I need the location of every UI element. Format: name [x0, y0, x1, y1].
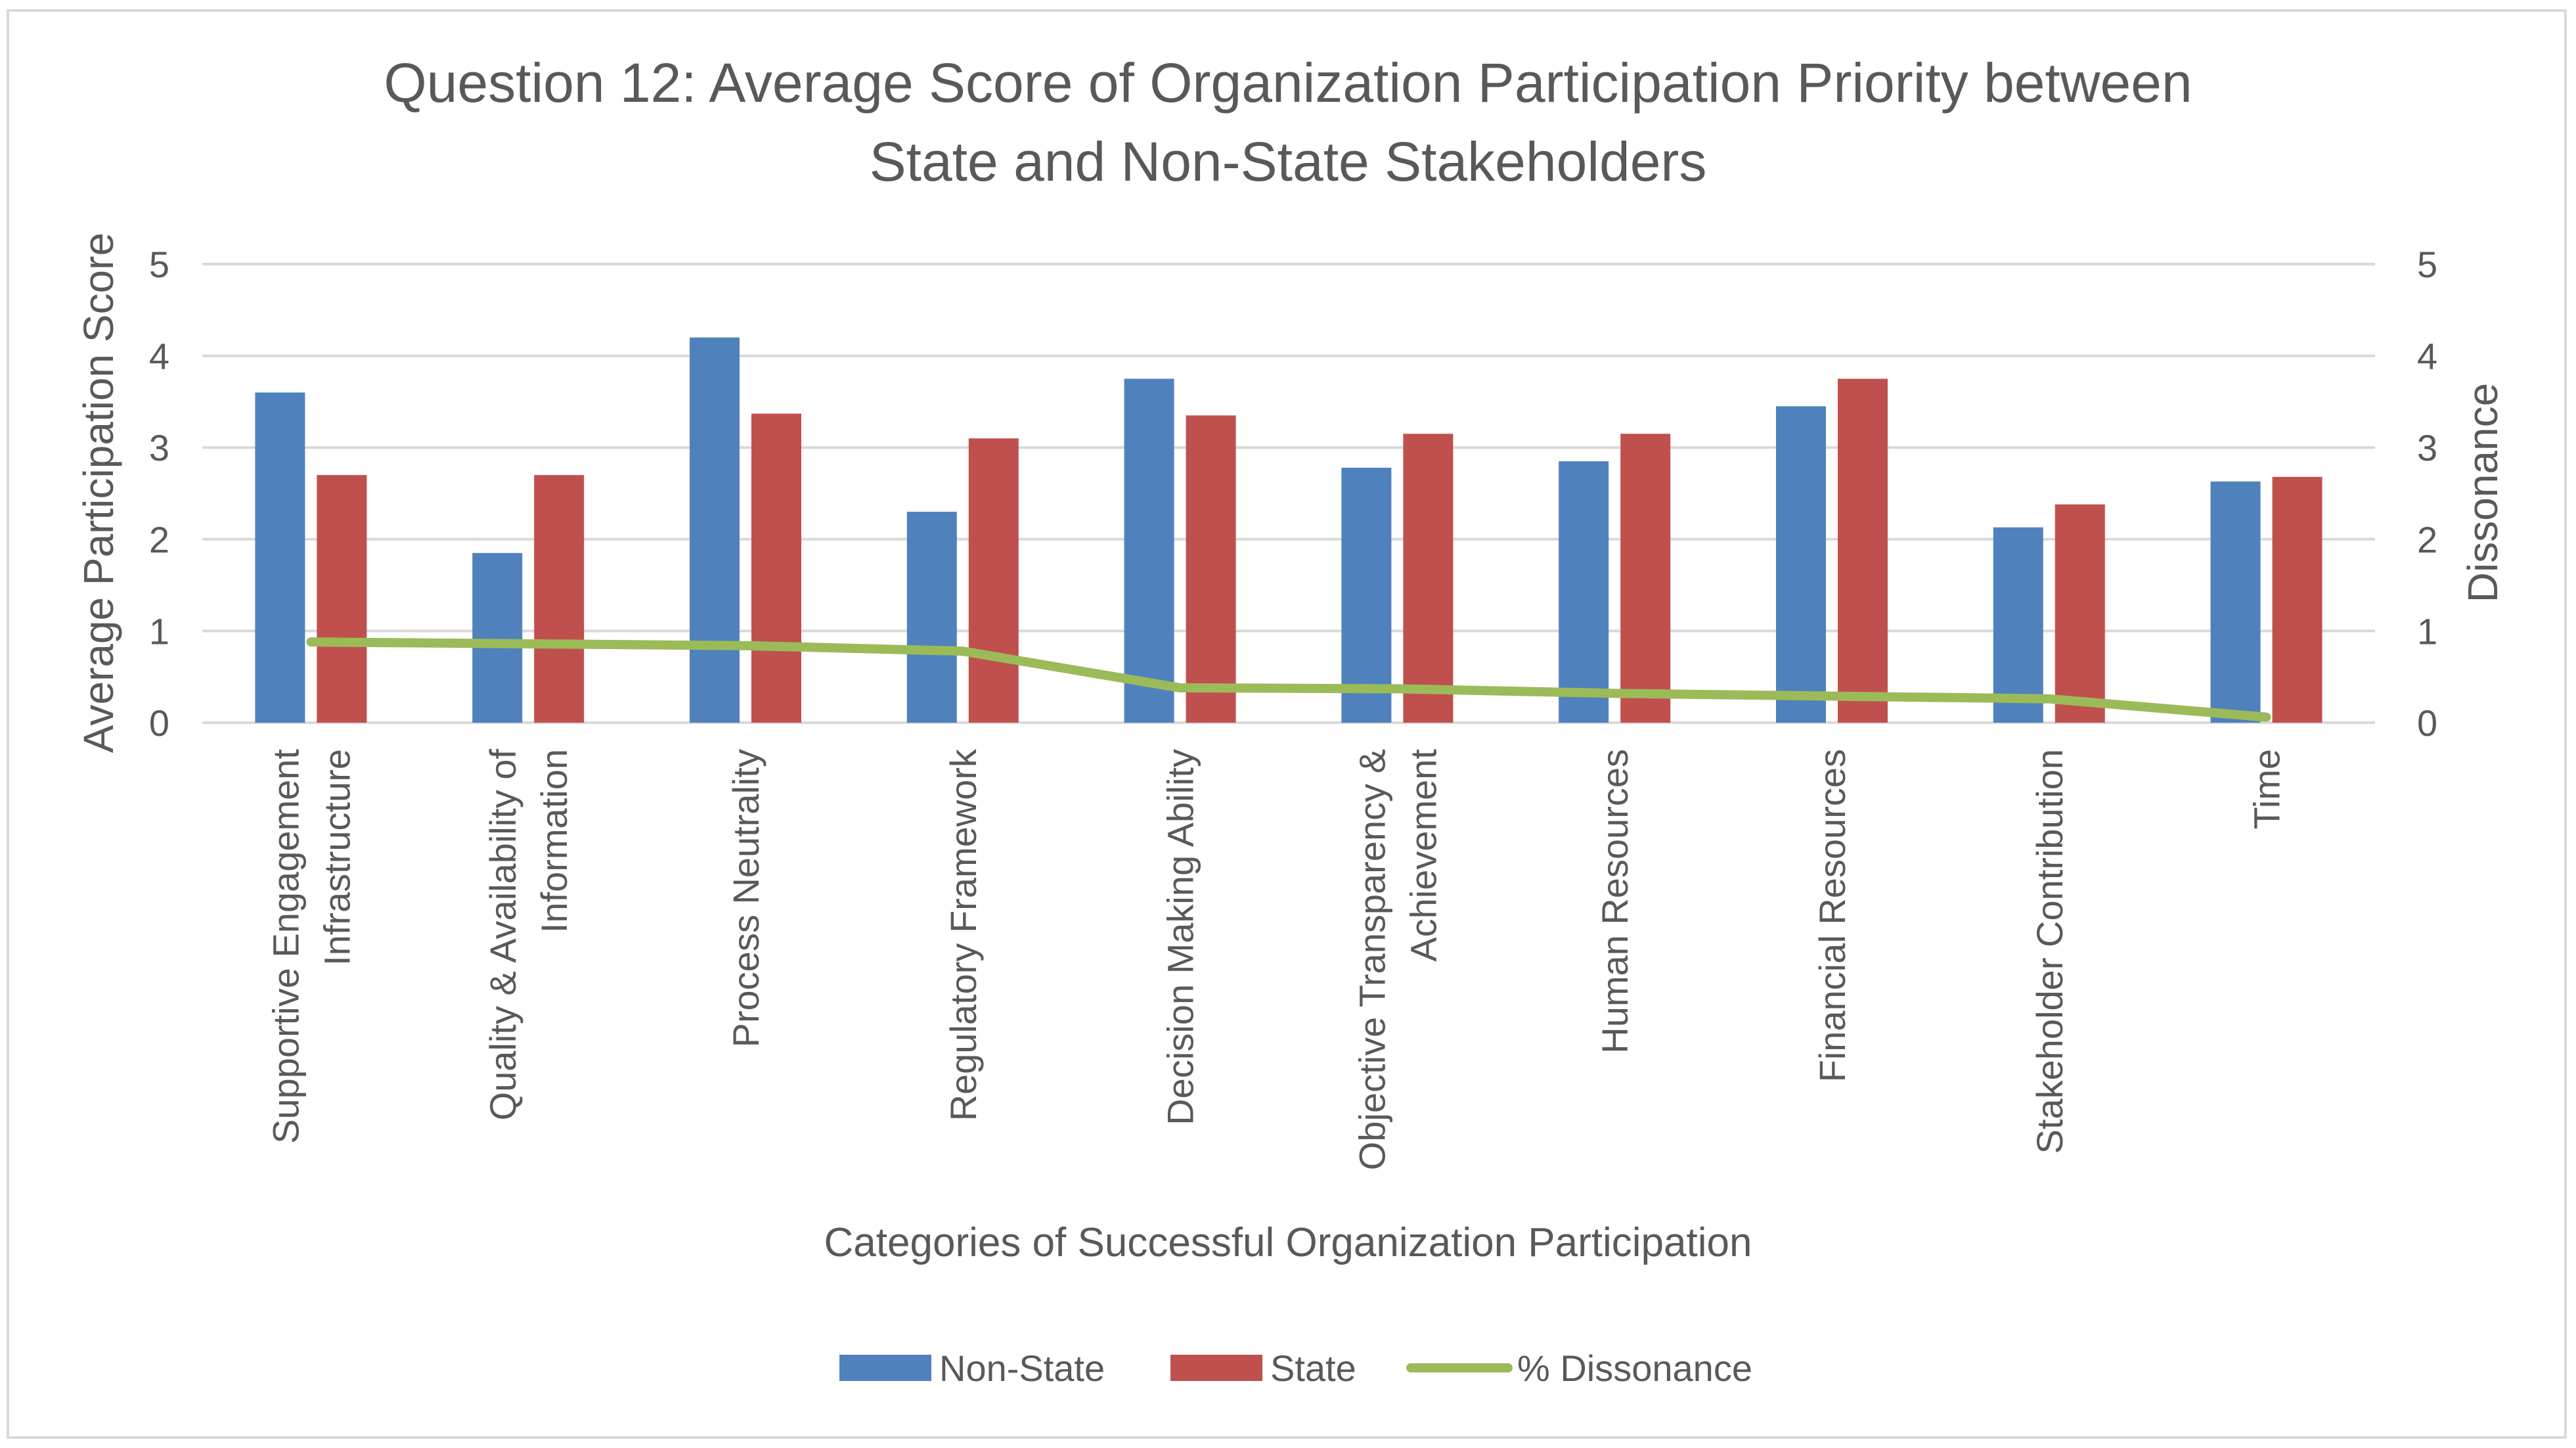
bar-non-state-2	[690, 337, 740, 723]
bar-non-state-9	[2210, 481, 2261, 723]
x-tick-label-line: Infrastructure	[316, 749, 357, 966]
bars	[255, 337, 2322, 723]
dissonance-line-path	[306, 637, 2271, 722]
chart-title: Question 12: Average Score of Organizati…	[384, 52, 2192, 192]
legend-item-non-state: Non-State	[839, 1347, 1105, 1389]
legend-label: % Dissonance	[1517, 1347, 1752, 1389]
bar-state-3	[968, 438, 1019, 723]
y2-tick-label: 1	[2417, 610, 2437, 652]
x-tick-label-5: Objective Transparency & Achievement	[1351, 749, 1444, 1171]
y-tick-label: 4	[149, 336, 169, 377]
dissonance-point-1	[527, 643, 529, 645]
bar-state-2	[751, 413, 801, 723]
bar-non-state-3	[906, 511, 957, 723]
x-tick-label-1: Quality & Availability of Information	[482, 749, 575, 1121]
bar-non-state-5	[1341, 467, 1392, 723]
x-tick-label-7: Financial Resources	[1811, 749, 1853, 1082]
bar-state-0	[317, 475, 367, 723]
bar-non-state-8	[1993, 527, 2043, 723]
x-axis-ticks: Supportive Engagement Infrastructure Quali…	[265, 748, 2287, 1170]
bar-non-state-6	[1559, 461, 1609, 723]
x-tick-label-line: Supportive Engagement	[265, 749, 306, 1144]
legend-item-dissonance: % Dissonance	[1406, 1347, 1752, 1389]
x-tick-label-line: Regulatory Framework	[943, 748, 984, 1121]
bar-non-state-1	[472, 553, 523, 723]
y-axis-ticks: 0 1 2 3 4 5	[149, 244, 169, 744]
dissonance-line	[306, 637, 2271, 722]
y-tick-label: 5	[149, 244, 169, 285]
y2-tick-label: 0	[2417, 702, 2437, 744]
bar-non-state-0	[255, 392, 305, 723]
bar-state-1	[534, 475, 585, 723]
legend-swatch	[839, 1355, 931, 1381]
x-tick-label-line: Achievement	[1402, 749, 1444, 962]
x-tick-label-8: Stakeholder Contribution	[2029, 749, 2070, 1154]
bar-state-9	[2272, 476, 2322, 723]
x-axis-label: Categories of Successful Organization Pa…	[824, 1220, 1752, 1265]
gridlines	[202, 263, 2375, 724]
bar-state-7	[1838, 378, 1888, 723]
x-tick-label-line: Decision Making Ability	[1160, 749, 1201, 1125]
y2-tick-label: 3	[2417, 427, 2437, 468]
bar-state-8	[2054, 504, 2105, 723]
x-tick-label-line: Time	[2246, 749, 2288, 829]
bar-state-4	[1186, 415, 1236, 723]
y-tick-label: 3	[149, 427, 169, 468]
legend-label: State	[1270, 1347, 1356, 1389]
x-tick-label-line: Financial Resources	[1811, 749, 1853, 1082]
x-tick-label-line: Process Neutrality	[725, 749, 766, 1047]
dissonance-point-2	[745, 645, 746, 646]
y2-axis-ticks: 0 1 2 3 4 5	[2417, 244, 2437, 744]
y2-tick-label: 5	[2417, 244, 2437, 285]
x-tick-label-3: Regulatory Framework	[943, 748, 984, 1121]
x-tick-label-line: Stakeholder Contribution	[2029, 749, 2070, 1154]
bar-non-state-4	[1124, 378, 1174, 723]
legend: Non-State State % Dissonance	[839, 1347, 1752, 1389]
legend-swatch	[1170, 1355, 1262, 1381]
chart-title-line-1: Question 12: Average Score of Organizati…	[384, 52, 2192, 114]
x-tick-label-line: Human Resources	[1594, 749, 1635, 1054]
y-tick-label: 1	[149, 610, 169, 652]
bar-state-5	[1403, 434, 1454, 723]
y-tick-label: 0	[149, 702, 169, 744]
x-tick-label-line: Information	[533, 749, 575, 933]
y-tick-label: 2	[149, 519, 169, 560]
dissonance-point-3	[962, 650, 964, 652]
bar-non-state-7	[1776, 406, 1826, 723]
x-tick-label-9: Time	[2246, 749, 2288, 829]
x-tick-label-2: Process Neutrality	[725, 749, 766, 1047]
x-tick-label-0: Supportive Engagement Infrastructure	[265, 749, 357, 1144]
chart-title-line-2: State and Non-State Stakeholders	[870, 131, 1707, 192]
y2-axis-label: Dissonance	[2459, 383, 2506, 602]
y2-tick-label: 2	[2417, 519, 2437, 560]
x-tick-label-6: Human Resources	[1594, 749, 1635, 1054]
dissonance-point-6	[1614, 692, 1615, 694]
x-tick-label-line: Objective Transparency &	[1351, 749, 1392, 1170]
x-tick-label-4: Decision Making Ability	[1160, 749, 1201, 1125]
y-axis-label: Average Participation Score	[75, 233, 122, 753]
legend-label: Non-State	[939, 1347, 1105, 1389]
x-tick-label-line: Quality & Availability of	[482, 749, 523, 1121]
legend-item-state: State	[1170, 1347, 1356, 1389]
bar-state-6	[1620, 434, 1671, 723]
y2-tick-label: 4	[2417, 336, 2437, 377]
